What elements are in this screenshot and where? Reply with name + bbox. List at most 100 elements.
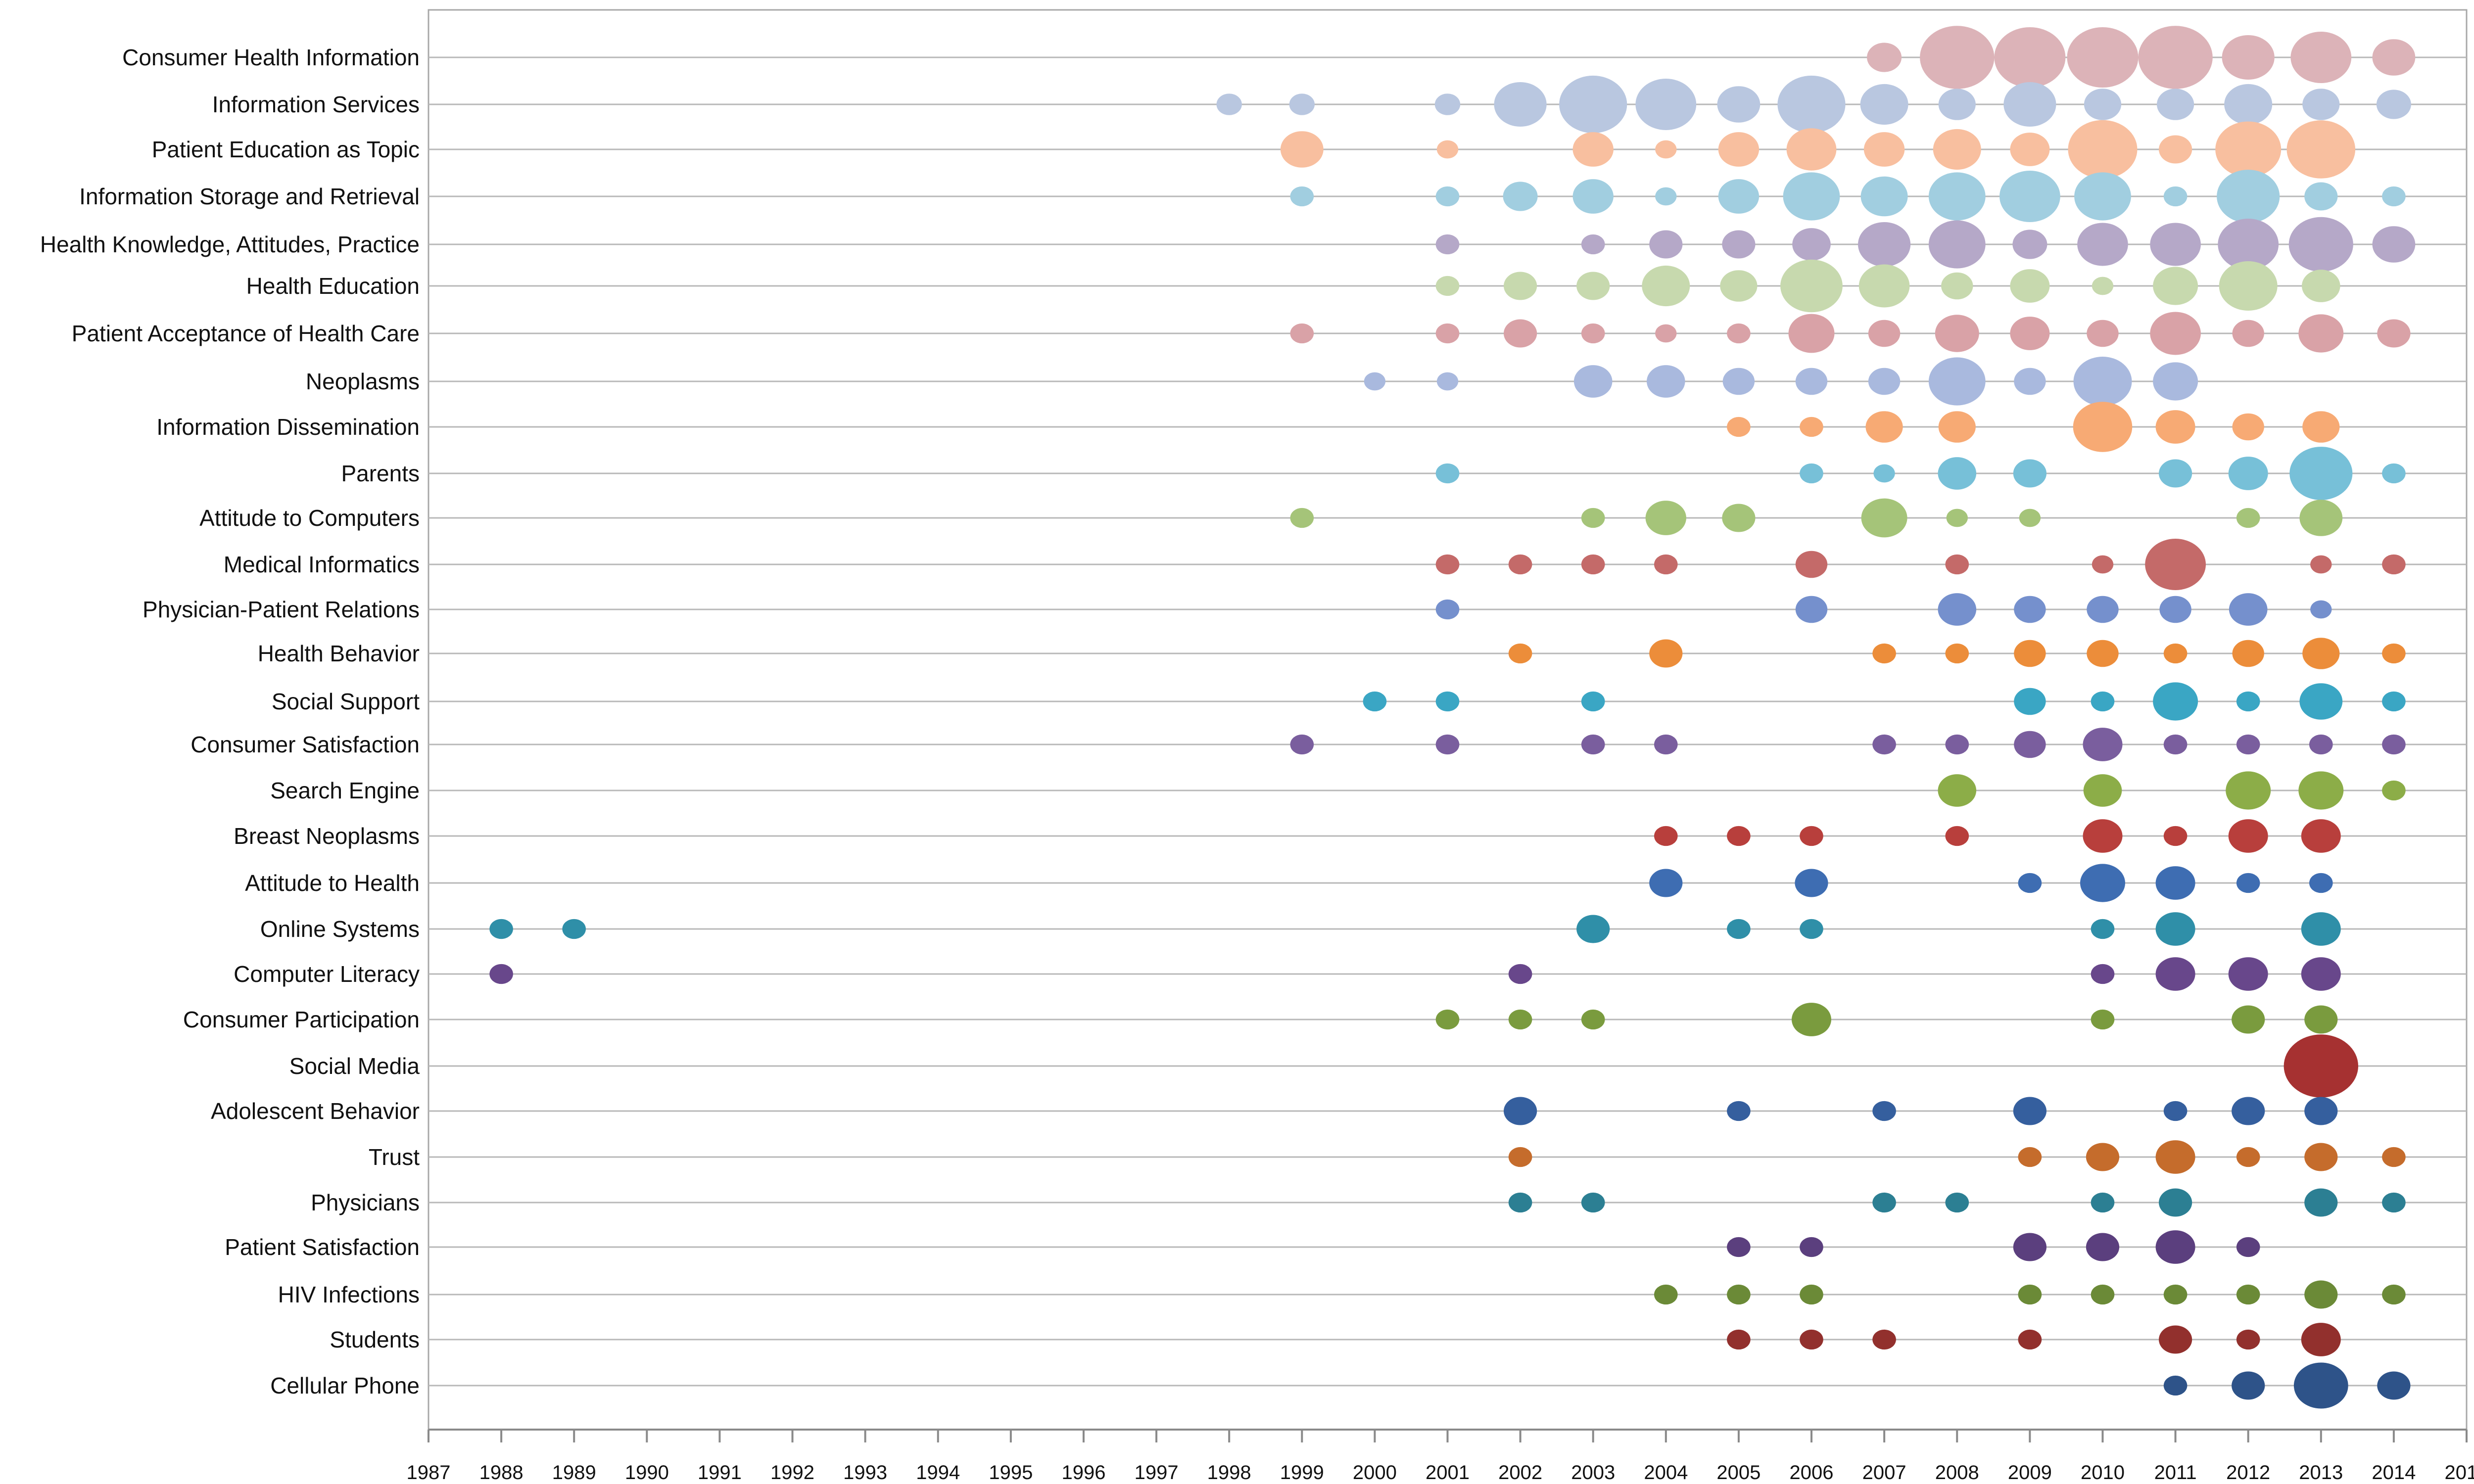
bubble-students-2012 bbox=[2236, 1329, 2260, 1350]
bubble-information-services-2012 bbox=[2224, 84, 2273, 125]
bubble-search-engine-2008 bbox=[1938, 774, 1977, 807]
bubble-health-education-2009 bbox=[2010, 269, 2050, 303]
bubble-neoplasms-2004 bbox=[1647, 365, 1685, 398]
bubble-health-behavior-2012 bbox=[2232, 640, 2264, 667]
bubble-consumer-participation-2012 bbox=[2232, 1005, 2265, 1034]
bubble-breast-neoplasms-2013 bbox=[2301, 819, 2341, 853]
bubble-parents-2006 bbox=[1800, 463, 1823, 484]
bubble-consumer-participation-2002 bbox=[1508, 1009, 1532, 1030]
bubble-patient-acceptance-of-health-care-2013 bbox=[2298, 314, 2344, 353]
row-label-health-education: Health Education bbox=[246, 273, 420, 299]
bubble-information-storage-and-retrieval-2011 bbox=[2163, 186, 2188, 207]
bubble-information-services-2001 bbox=[1434, 93, 1461, 115]
bubble-information-storage-and-retrieval-2014 bbox=[2382, 186, 2406, 207]
x-axis: 1987 1988 1989 1990 1991 1992 1993 1994 1995 1996… bbox=[407, 1429, 2474, 1484]
bubble-information-services-1998 bbox=[1216, 93, 1242, 115]
row-label-parents: Parents bbox=[341, 461, 420, 486]
bubble-health-education-2007 bbox=[1858, 264, 1910, 308]
x-tick-label-1994: 1994 bbox=[916, 1462, 960, 1484]
bubble-parents-2014 bbox=[2382, 463, 2406, 484]
bubble-social-support-2013 bbox=[2299, 683, 2343, 720]
row-label-online-systems: Online Systems bbox=[260, 916, 420, 942]
bubble-patient-satisfaction-2006 bbox=[1800, 1237, 1823, 1257]
bubble-attitude-to-computers-2013 bbox=[2299, 500, 2343, 536]
bubble-patient-education-as-topic-2013 bbox=[2286, 120, 2356, 179]
bubble-information-storage-and-retrieval-2013 bbox=[2304, 182, 2338, 211]
x-tick-label-2010: 2010 bbox=[2081, 1462, 2125, 1484]
bubble-adolescent-behavior-2005 bbox=[1727, 1101, 1751, 1121]
bubble-information-dissemination-2005 bbox=[1727, 417, 1751, 437]
bubble-layer bbox=[489, 26, 2416, 1409]
row-label-physician-patient-relations: Physician-Patient Relations bbox=[143, 597, 420, 622]
bubble-social-support-2009 bbox=[2014, 688, 2046, 715]
bubble-health-education-2012 bbox=[2219, 261, 2278, 311]
bubble-medical-informatics-2008 bbox=[1945, 554, 1969, 575]
bubble-consumer-health-information-2008 bbox=[1920, 26, 1995, 89]
bubble-breast-neoplasms-2006 bbox=[1800, 826, 1823, 846]
bubble-information-dissemination-2010 bbox=[2073, 402, 2133, 452]
x-tick-label-1995: 1995 bbox=[989, 1462, 1033, 1484]
bubble-patient-acceptance-of-health-care-2012 bbox=[2232, 320, 2264, 347]
bubble-information-storage-and-retrieval-1999 bbox=[1290, 186, 1314, 207]
grid-layer bbox=[428, 9, 2468, 1431]
bubble-health-knowledge-attitudes-practice-2001 bbox=[1435, 234, 1460, 255]
bubble-computer-literacy-2012 bbox=[2228, 957, 2268, 991]
bubble-search-engine-2010 bbox=[2083, 774, 2122, 807]
bubble-parents-2012 bbox=[2228, 457, 2268, 490]
bubble-information-services-2006 bbox=[1777, 75, 1846, 134]
row-label-medical-informatics: Medical Informatics bbox=[224, 552, 420, 577]
bubble-health-knowledge-attitudes-practice-2006 bbox=[1792, 228, 1831, 261]
bubble-attitude-to-computers-1999 bbox=[1290, 508, 1314, 528]
bubble-hiv-infections-2005 bbox=[1727, 1284, 1751, 1305]
bubble-consumer-satisfaction-2004 bbox=[1654, 734, 1678, 755]
bubble-patient-satisfaction-2012 bbox=[2236, 1237, 2260, 1257]
bubble-information-storage-and-retrieval-2005 bbox=[1718, 179, 1760, 214]
bubble-physicians-2002 bbox=[1508, 1192, 1532, 1213]
bubble-health-knowledge-attitudes-practice-2008 bbox=[1928, 220, 1986, 269]
bubble-hiv-infections-2011 bbox=[2163, 1284, 2188, 1305]
bubble-hiv-infections-2004 bbox=[1654, 1284, 1678, 1305]
x-tick-label-1999: 1999 bbox=[1280, 1462, 1324, 1484]
bubble-trust-2002 bbox=[1508, 1147, 1532, 1167]
row-label-consumer-satisfaction: Consumer Satisfaction bbox=[190, 732, 420, 757]
bubble-patient-satisfaction-2005 bbox=[1727, 1237, 1751, 1257]
bubble-information-storage-and-retrieval-2002 bbox=[1503, 182, 1538, 211]
bubble-information-storage-and-retrieval-2006 bbox=[1783, 172, 1840, 221]
bubble-attitude-to-health-2013 bbox=[2309, 873, 2333, 893]
bubble-information-storage-and-retrieval-2008 bbox=[1928, 172, 1986, 221]
bubble-social-support-2011 bbox=[2153, 682, 2198, 721]
bubble-social-support-2012 bbox=[2236, 691, 2260, 712]
bubble-medical-informatics-2010 bbox=[2092, 555, 2114, 574]
bubble-adolescent-behavior-2009 bbox=[2013, 1097, 2046, 1125]
bubble-cellular-phone-2014 bbox=[2377, 1371, 2411, 1400]
bubble-adolescent-behavior-2012 bbox=[2232, 1097, 2265, 1125]
bubble-consumer-health-information-2007 bbox=[1867, 43, 1902, 72]
bubble-online-systems-1989 bbox=[562, 919, 586, 939]
x-tick-label-1996: 1996 bbox=[1061, 1462, 1105, 1484]
bubble-attitude-to-computers-2005 bbox=[1722, 504, 1756, 532]
bubble-health-knowledge-attitudes-practice-2005 bbox=[1722, 230, 1756, 259]
x-tick-label-2000: 2000 bbox=[1353, 1462, 1397, 1484]
bubble-physician-patient-relations-2008 bbox=[1938, 593, 1977, 626]
x-tick-label-1998: 1998 bbox=[1207, 1462, 1251, 1484]
row-label-trust: Trust bbox=[369, 1144, 420, 1170]
bubble-information-dissemination-2007 bbox=[1865, 411, 1903, 443]
bubble-trust-2012 bbox=[2236, 1147, 2260, 1167]
row-label-adolescent-behavior: Adolescent Behavior bbox=[211, 1098, 420, 1124]
bubble-information-storage-and-retrieval-2012 bbox=[2217, 170, 2280, 223]
bubble-consumer-satisfaction-2010 bbox=[2083, 728, 2123, 761]
x-tick-label-2007: 2007 bbox=[1862, 1462, 1906, 1484]
bubble-information-storage-and-retrieval-2004 bbox=[1655, 187, 1677, 206]
bubble-attitude-to-health-2012 bbox=[2236, 873, 2260, 893]
bubble-online-systems-2011 bbox=[2155, 912, 2195, 946]
bubble-computer-literacy-2013 bbox=[2301, 957, 2341, 991]
x-tick-label-1990: 1990 bbox=[625, 1462, 669, 1484]
x-tick-label-2008: 2008 bbox=[1935, 1462, 1979, 1484]
bubble-computer-literacy-2010 bbox=[2091, 964, 2115, 984]
bubble-patient-acceptance-of-health-care-2007 bbox=[1868, 320, 1901, 347]
bubble-health-behavior-2009 bbox=[2014, 640, 2046, 667]
bubble-patient-acceptance-of-health-care-2014 bbox=[2377, 319, 2411, 348]
bubble-health-knowledge-attitudes-practice-2003 bbox=[1581, 234, 1605, 255]
bubble-attitude-to-health-2010 bbox=[2080, 864, 2125, 902]
row-label-search-engine: Search Engine bbox=[270, 778, 420, 803]
